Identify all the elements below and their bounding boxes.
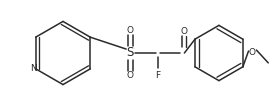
Text: N: N bbox=[30, 64, 37, 73]
Text: O: O bbox=[249, 47, 256, 56]
Text: O: O bbox=[181, 27, 188, 36]
Text: O: O bbox=[126, 71, 134, 80]
Text: F: F bbox=[155, 71, 160, 80]
Text: S: S bbox=[126, 47, 134, 59]
Text: O: O bbox=[126, 26, 134, 35]
